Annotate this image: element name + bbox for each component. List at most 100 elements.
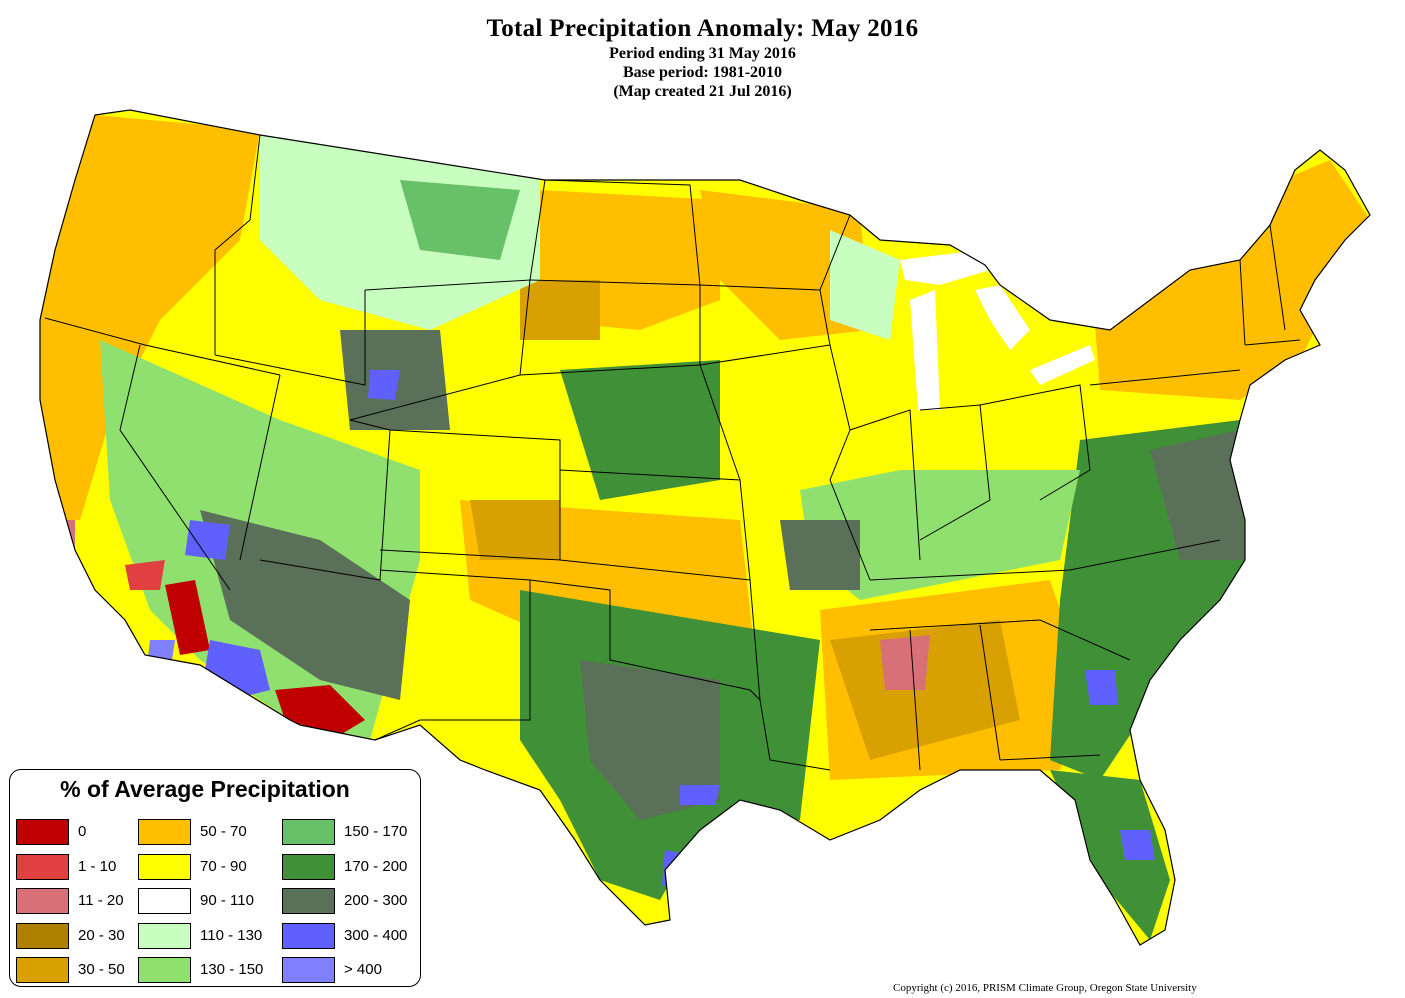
anomaly-tx-east-very-wet <box>680 785 720 805</box>
legend-swatch <box>282 854 335 880</box>
border-tn-kentucky <box>869 539 1221 581</box>
legend-swatch <box>138 854 191 880</box>
border-ar-la <box>749 579 831 771</box>
anomaly-missouri-wet <box>780 520 860 590</box>
legend-swatch <box>282 888 335 914</box>
border-ne-ia <box>699 364 741 481</box>
us-outline <box>39 109 1371 946</box>
border-id-wy <box>214 290 366 386</box>
legend-swatch <box>138 957 191 983</box>
base-period-label: Base period: 1981-2010 <box>622 64 783 81</box>
anomaly-arizona-wet <box>200 510 410 700</box>
legend-swatch <box>16 957 69 983</box>
anomaly-wisconsin <box>830 230 900 340</box>
legend-label: 170 - 200 <box>344 858 408 875</box>
legend-swatch <box>16 923 69 949</box>
anomaly-sonora-dry <box>275 685 365 735</box>
border-nd <box>544 179 701 286</box>
border-nm <box>374 569 531 741</box>
border-vt-nh <box>1239 259 1246 346</box>
border-ut-az <box>259 419 391 581</box>
copyright-note: Copyright (c) 2016, PRISM Climate Group,… <box>893 982 1197 994</box>
border-co <box>379 429 561 561</box>
anomaly-la-dry <box>125 560 165 590</box>
anomaly-co-dry <box>470 500 560 560</box>
map-created-label: (Map created 21 Jul 2016) <box>613 83 792 100</box>
anomaly-nebraska-wet <box>560 360 720 500</box>
border-wa-id-or <box>214 134 261 355</box>
border-sd <box>519 279 701 376</box>
anomaly-mississippi-dry <box>880 635 930 690</box>
legend-label: > 400 <box>344 961 382 978</box>
border-tn-south <box>869 619 1131 661</box>
border-or-ca-nv <box>44 317 281 376</box>
anomaly-minnesota <box>700 190 870 340</box>
border-mn-ia <box>699 284 831 366</box>
anomaly-nevada-very-wet <box>185 520 230 560</box>
border-wy <box>349 279 531 421</box>
legend-swatch <box>138 923 191 949</box>
legend-label: 20 - 30 <box>78 927 125 944</box>
border-al-ga <box>979 624 1001 761</box>
legend-swatch <box>282 923 335 949</box>
state-boundaries <box>39 109 1371 946</box>
border-ks <box>559 469 751 581</box>
border-nv-ut <box>239 374 281 561</box>
border-nh-me <box>1269 224 1286 331</box>
legend-swatch <box>138 819 191 845</box>
legend-swatch <box>16 854 69 880</box>
border-ma <box>1244 339 1301 346</box>
legend-label: 300 - 400 <box>344 927 408 944</box>
anomaly-mt-wet <box>400 180 520 260</box>
anomaly-sc-very-wet <box>1085 670 1118 705</box>
border-mn-wi <box>819 214 851 291</box>
anomaly-montana <box>260 130 540 330</box>
anomaly-texas-very-wet <box>580 660 720 820</box>
anomaly-wyoming-very-wet <box>368 370 400 400</box>
anomaly-virginia-very-wet <box>1150 430 1245 560</box>
anomaly-ohio-valley <box>800 470 1080 600</box>
legend-swatch <box>282 957 335 983</box>
legend-label: 200 - 300 <box>344 892 408 909</box>
anomaly-sd-dry <box>520 280 600 340</box>
border-ia-il-mo <box>829 344 871 581</box>
map-title: Total Precipitation Anomaly: May 2016 <box>486 15 919 42</box>
border-pa-ny <box>1089 369 1241 386</box>
anomaly-florida-wet <box>1050 770 1170 940</box>
border-ok-tx <box>529 579 761 701</box>
legend-label: 0 <box>78 823 87 840</box>
legend-label: 11 - 20 <box>78 892 124 909</box>
border-ca-nv <box>119 344 231 591</box>
border-mt-nd <box>529 179 546 281</box>
legend-swatch <box>282 819 335 845</box>
legend-label: 30 - 50 <box>78 961 125 978</box>
legend-label: 50 - 70 <box>200 823 247 840</box>
border-ms-al <box>909 629 921 771</box>
legend-label: 70 - 90 <box>200 858 247 875</box>
legend-swatch <box>16 819 69 845</box>
anomaly-fl-very-wet <box>1120 830 1155 860</box>
map-header: Total Precipitation Anomaly: May 2016 Pe… <box>0 14 1405 101</box>
legend-label: 130 - 150 <box>200 961 264 978</box>
legend-swatch <box>16 888 69 914</box>
lake-erie <box>1030 345 1095 385</box>
lake-huron <box>975 285 1030 350</box>
anomaly-sd-very-wet <box>148 640 175 660</box>
border-il-in <box>849 409 921 561</box>
legend: % of Average Precipitation 0 1 - 10 11 - 2… <box>9 769 421 987</box>
anomaly-socal-dry <box>165 580 210 655</box>
border-fl-north <box>999 754 1101 761</box>
legend-label: 150 - 170 <box>344 823 408 840</box>
lake-michigan <box>910 290 940 410</box>
legend-label: 90 - 110 <box>200 892 254 909</box>
legend-label: 110 - 130 <box>200 927 263 944</box>
period-label: Period ending 31 May 2016 <box>609 45 796 62</box>
border-in-oh <box>919 404 991 541</box>
legend-swatch <box>138 888 191 914</box>
anomaly-west-coast <box>40 110 260 520</box>
lake-superior <box>900 250 990 285</box>
anomaly-northeast <box>1090 160 1370 400</box>
legend-title: % of Average Precipitation <box>60 776 350 802</box>
legend-label: 1 - 10 <box>78 858 117 875</box>
border-oh-pa <box>979 384 1091 501</box>
